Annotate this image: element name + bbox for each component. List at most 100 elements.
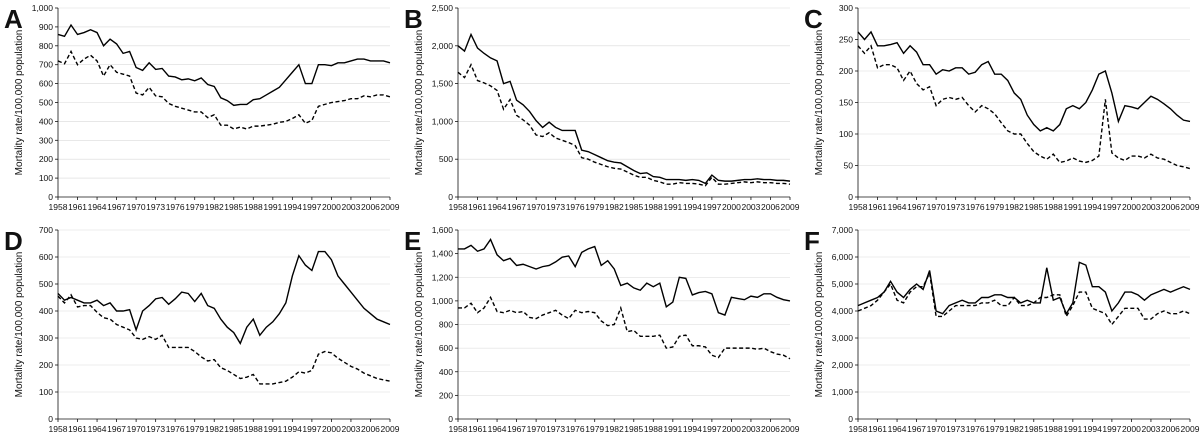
panel-e-xtick-label: 1991 <box>663 424 682 434</box>
panel-e-xtick-label: 2009 <box>781 424 800 434</box>
panel-d-series-solid-line <box>57 250 391 345</box>
panel-d-xtick-label: 1991 <box>263 424 282 434</box>
panel-f-xtick-label: 1973 <box>946 424 965 434</box>
panel-b-ytick-label: 2,000 <box>432 41 454 51</box>
panel-a-xtick-label: 1976 <box>166 202 185 212</box>
panel-f-series-dashed-line <box>857 270 1191 326</box>
chart-panel-f: 0 1,000 2,000 3,000 4,000 5,000 6,000 7,000 1958… <box>804 225 1200 434</box>
panel-b-series-solid-line <box>457 32 791 185</box>
panel-c-ytick-label: 300 <box>839 3 853 13</box>
panel-a-ytick-label: 200 <box>39 154 53 164</box>
panel-b-ytick-label: 0 <box>448 192 453 202</box>
panel-c-xtick-label: 1970 <box>927 202 946 212</box>
panel-b-xtick-label: 2009 <box>781 202 800 212</box>
panel-f-xtick-label: 1988 <box>1044 424 1063 434</box>
panel-e-xtick-label: 1976 <box>566 424 585 434</box>
panel-d-xtick-label: 1976 <box>166 424 185 434</box>
panel-e-ytick-label: 800 <box>439 320 453 330</box>
panel-c-xtick-label: 2009 <box>1181 202 1200 212</box>
panel-e-series-dashed-line <box>458 295 791 360</box>
panel-f-xtick-label: 2009 <box>1181 424 1200 434</box>
panel-f-series-solid-line <box>857 261 1191 316</box>
panel-e-xtick-label: 1979 <box>585 424 604 434</box>
panel-b-ylabel: Mortality rate/100,000 population <box>414 30 425 176</box>
panel-d-xtick-label: 1994 <box>283 424 302 434</box>
panel-e-xtick-label: 2003 <box>741 424 760 434</box>
panel-e-xtick-label: 1994 <box>683 424 702 434</box>
panel-c-xtick-label: 1976 <box>966 202 985 212</box>
panel-a-ytick-label: 900 <box>39 22 53 32</box>
panel-f-xtick-label: 1976 <box>966 424 985 434</box>
panel-b-ytick-label: 500 <box>439 154 453 164</box>
panel-e-xtick-label: 1964 <box>488 424 507 434</box>
panel-c-xtick-label: 1994 <box>1083 202 1102 212</box>
panel-f-letter: F <box>804 226 820 256</box>
panel-a-xtick-label: 1964 <box>88 202 107 212</box>
panel-f-ytick-label: 4,000 <box>832 306 854 316</box>
panel-f-ytick-label: 1,000 <box>832 387 854 397</box>
panel-d-xtick-label: 2006 <box>361 424 380 434</box>
panel-a-ytick-label: 500 <box>39 98 53 108</box>
panel-a-xtick-label: 1994 <box>283 202 302 212</box>
panel-c-series-dashed-line <box>857 44 1191 170</box>
panel-a-ytick-label: 300 <box>39 135 53 145</box>
panel-f-xtick-label: 2006 <box>1161 424 1180 434</box>
panel-f-xtick-label: 1967 <box>907 424 926 434</box>
panel-e-ytick-label: 1,400 <box>432 249 454 259</box>
panel-e-xtick-label: 1958 <box>449 424 468 434</box>
panel-c-xtick-label: 2006 <box>1161 202 1180 212</box>
panel-b-xtick-label: 1967 <box>507 202 526 212</box>
panel-b-xtick-label: 2006 <box>761 202 780 212</box>
panel-d-xtick-label: 1961 <box>68 424 87 434</box>
panel-d-letter: D <box>4 226 23 256</box>
panel-b-xtick-label: 1961 <box>468 202 487 212</box>
panel-e-xtick-label: 1970 <box>527 424 546 434</box>
panel-e-xtick-label: 1988 <box>644 424 663 434</box>
panel-c-xtick-label: 1988 <box>1044 202 1063 212</box>
panel-f-xtick-label: 1991 <box>1063 424 1082 434</box>
panel-f-xtick-label: 1970 <box>927 424 946 434</box>
panel-c-series-solid-line <box>857 30 1191 132</box>
panel-c-xtick-label: 2000 <box>1122 202 1141 212</box>
panel-e-ytick-label: 1,000 <box>432 296 454 306</box>
panel-a-xtick-label: 1997 <box>302 202 321 212</box>
panel-e-letter: E <box>404 226 421 256</box>
panel-d-xtick-label: 2009 <box>381 424 400 434</box>
panel-b-ytick-label: 2,500 <box>432 3 454 13</box>
panel-b-series-dashed-line <box>457 63 791 187</box>
panel-b-xtick-label: 1976 <box>566 202 585 212</box>
panel-f-xtick-label: 1964 <box>888 424 907 434</box>
panel-f-xtick-label: 1994 <box>1083 424 1102 434</box>
panel-f-xtick-label: 1982 <box>1005 424 1024 434</box>
panel-a-series-solid-line <box>57 23 391 107</box>
panel-c-ytick-label: 0 <box>848 192 853 202</box>
panel-c-ytick-label: 100 <box>839 129 853 139</box>
panel-e-xtick-label: 1961 <box>468 424 487 434</box>
panel-d-ytick-label: 0 <box>48 414 53 424</box>
panel-a-xtick-label: 1988 <box>244 202 263 212</box>
panel-e-xtick-label: 1973 <box>546 424 565 434</box>
panel-a-ytick-label: 1,000 <box>32 3 54 13</box>
panel-c-ytick-label: 200 <box>839 66 853 76</box>
panel-b-xtick-label: 1970 <box>527 202 546 212</box>
panel-f-ytick-label: 5,000 <box>832 279 854 289</box>
panel-a-ytick-label: 800 <box>39 41 53 51</box>
panel-e-xtick-label: 2006 <box>761 424 780 434</box>
panel-f-ylabel: Mortality rate/100,000 population <box>814 252 825 398</box>
panel-d-xtick-label: 1979 <box>185 424 204 434</box>
panel-d-xtick-label: 2000 <box>322 424 341 434</box>
panel-b-xtick-label: 1994 <box>683 202 702 212</box>
panel-b-xtick-label: 1988 <box>644 202 663 212</box>
panel-f-ytick-label: 3,000 <box>832 333 854 343</box>
panel-c-xtick-label: 1985 <box>1024 202 1043 212</box>
panel-c-xtick-label: 1982 <box>1005 202 1024 212</box>
panel-a-xtick-label: 2003 <box>341 202 360 212</box>
panel-e-ytick-label: 0 <box>448 414 453 424</box>
panel-a-xtick-label: 1967 <box>107 202 126 212</box>
panel-f-xtick-label: 1958 <box>849 424 868 434</box>
panel-d-ytick-label: 200 <box>39 360 53 370</box>
panel-d-ytick-label: 700 <box>39 225 53 235</box>
panel-a-ytick-label: 400 <box>39 116 53 126</box>
